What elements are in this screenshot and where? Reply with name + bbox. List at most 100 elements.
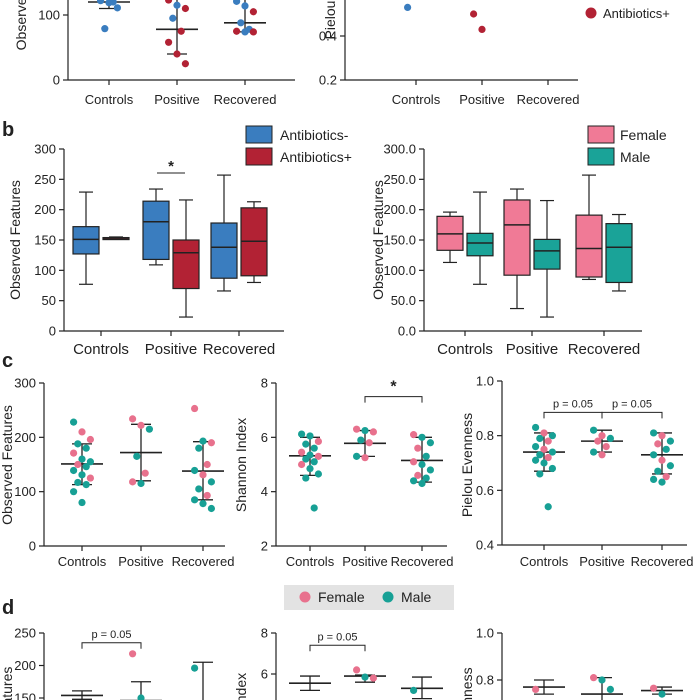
data-point (241, 2, 249, 10)
data-point (199, 500, 207, 508)
data-point (310, 458, 318, 466)
legend-label-female: Female (620, 127, 667, 143)
y-tick-label: 200 (34, 202, 56, 217)
x-tick-label: Recovered (568, 341, 641, 358)
summary-bar (193, 661, 213, 700)
x-tick-label: Positive (342, 554, 388, 569)
data-point (357, 436, 365, 444)
data-point (203, 491, 211, 500)
data-point (544, 453, 552, 462)
data-point (109, 0, 117, 6)
x-tick-label: Controls (58, 554, 107, 569)
data-point (414, 471, 422, 479)
data-point (532, 443, 540, 451)
x-tick-label: Controls (73, 341, 129, 358)
data-point (74, 478, 82, 487)
box-am (72, 191, 100, 285)
x-tick-label: Positive (506, 341, 559, 358)
y-tick-label: 0.8 (476, 428, 494, 443)
box-ap (102, 236, 130, 241)
data-point (70, 418, 78, 426)
data-point (540, 459, 548, 467)
x-tick-label: Recovered (631, 554, 694, 569)
legend-label-top-antibiotics-plus: Antibiotics+ (603, 6, 670, 21)
data-point (78, 498, 86, 507)
data-point (249, 28, 257, 36)
legend-antibiotics: Antibiotics- Antibiotics+ (245, 125, 352, 166)
box-m (605, 213, 633, 292)
data-point (101, 25, 109, 33)
y-tick-label: 0.4 (476, 538, 494, 553)
box-f (575, 174, 603, 281)
data-point (422, 452, 430, 460)
data-point (306, 464, 314, 473)
legend-box-background (284, 585, 454, 610)
data-point (181, 60, 189, 68)
data-point (532, 423, 540, 432)
data-point (191, 404, 199, 413)
data-point (97, 0, 105, 5)
data-point (540, 429, 548, 437)
x-tick-label: Controls (437, 341, 493, 358)
y-tick-label: 0.4 (319, 29, 337, 44)
data-point (662, 473, 670, 481)
y-axis-label: Observed Features (7, 180, 23, 300)
y-tick-label: 100.0 (383, 263, 416, 278)
data-point (353, 425, 361, 433)
x-tick-label: Positive (459, 92, 505, 107)
x-tick-label: Controls (286, 554, 335, 569)
data-point (666, 437, 675, 445)
legend-sex-boxes: Female Male (587, 125, 667, 166)
chart-b-right: 0.0 50.0 100.0 150.0 200.0 250.0 300.0 Observed… (370, 142, 642, 358)
box-body (533, 238, 561, 270)
y-axis-label: Pielou Evenness (459, 413, 475, 517)
y-tick-label: 0 (53, 73, 60, 88)
legend-top-right: Antibiotics+ (585, 6, 670, 21)
bracket-label: * (390, 379, 397, 396)
data-point (478, 25, 486, 33)
y-tick-label: 200 (14, 658, 36, 673)
data-point (191, 664, 199, 672)
box-body (72, 226, 100, 255)
data-point (82, 463, 90, 471)
legend-dot-antibiotics-plus (585, 7, 597, 19)
data-point (74, 440, 82, 448)
data-point (137, 421, 145, 429)
data-point (82, 444, 90, 452)
data-point (536, 470, 544, 478)
data-point (606, 434, 615, 442)
data-point (602, 443, 610, 451)
chart-a-left: 100 0 Observed Controls Positive Recovered (13, 0, 295, 107)
data-point (137, 479, 145, 488)
y-tick-label: 0 (29, 539, 36, 554)
data-point (177, 27, 185, 35)
data-point (241, 28, 249, 36)
data-point (233, 27, 241, 35)
data-point (361, 673, 369, 681)
chart-c-3: 0.4 0.6 0.8 1.0 Pielou Evenness Controls Posit… (459, 374, 693, 570)
data-point (195, 485, 203, 493)
data-point (306, 432, 314, 440)
data-point (141, 469, 149, 477)
data-point (410, 686, 418, 695)
data-point (536, 451, 544, 459)
data-point (86, 458, 94, 466)
data-point (532, 685, 540, 694)
summary-bar (401, 676, 443, 700)
significance-bracket: p = 0.05 (81, 629, 142, 649)
bracket-label: p = 0.05 (612, 398, 652, 410)
data-point (594, 437, 602, 445)
data-point (137, 694, 145, 700)
data-point (426, 466, 434, 474)
box-body (575, 214, 603, 278)
x-tick-label: Positive (118, 554, 164, 569)
data-point (418, 479, 426, 488)
legend-sex-dots: Female Male (284, 585, 454, 610)
y-tick-label: 1.0 (476, 374, 494, 389)
y-tick-label: 8 (261, 376, 268, 391)
data-point (410, 477, 418, 485)
box-ap (172, 199, 200, 318)
data-point (540, 445, 548, 453)
data-point (470, 10, 478, 18)
y-tick-label: 50.0 (391, 293, 416, 308)
